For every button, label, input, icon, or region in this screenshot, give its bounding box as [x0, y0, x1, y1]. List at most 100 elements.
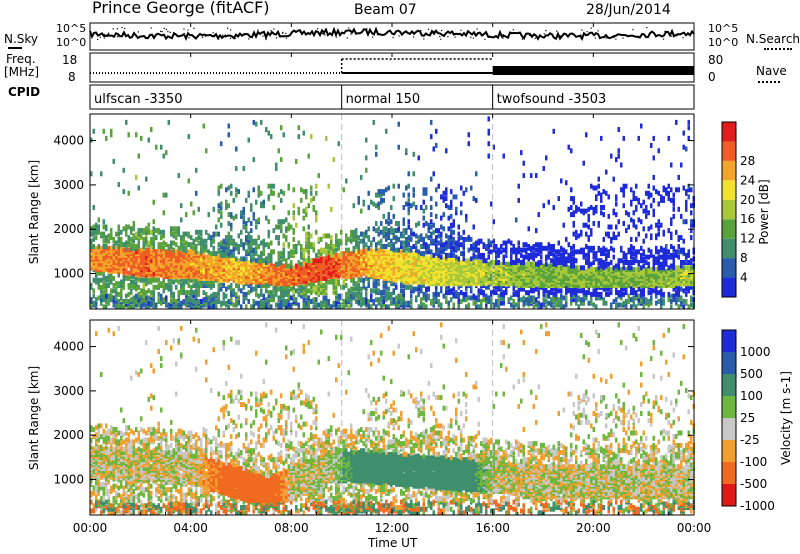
power-cell	[197, 268, 200, 274]
power-cell	[477, 260, 480, 265]
power-cell	[427, 249, 430, 255]
power-cell	[362, 231, 365, 237]
power-cell	[220, 300, 223, 306]
power-cell	[175, 229, 178, 235]
power-cell	[452, 240, 455, 246]
power-cell	[502, 265, 505, 271]
power-cell	[525, 261, 528, 267]
power-cell	[287, 226, 290, 232]
power-cell	[305, 261, 308, 267]
power-cell	[185, 267, 188, 273]
power-cell	[562, 251, 565, 257]
power-cell	[382, 283, 385, 288]
power-cell	[215, 304, 218, 310]
power-cell	[415, 251, 418, 257]
power-cell	[177, 268, 180, 274]
power-cell	[145, 226, 148, 232]
power-cell	[310, 190, 313, 196]
power-cell	[205, 300, 208, 306]
power-cell	[225, 205, 228, 210]
power-cell	[315, 284, 318, 290]
power-cell	[280, 157, 283, 163]
power-cell	[235, 146, 238, 152]
nsearch-dot	[578, 35, 580, 37]
power-cell	[255, 224, 258, 230]
power-cell	[257, 268, 260, 274]
power-cell	[395, 268, 398, 274]
nsearch-dot	[273, 28, 275, 30]
power-cell	[235, 242, 238, 248]
power-cell	[410, 272, 413, 278]
power-cell	[227, 274, 230, 280]
power-cell	[370, 240, 373, 246]
power-cell	[525, 297, 528, 303]
power-cell	[482, 270, 485, 276]
power-cell	[362, 244, 365, 249]
power-cell	[497, 260, 500, 265]
power-cell	[390, 229, 393, 235]
power-cell	[415, 205, 418, 210]
power-cell	[180, 238, 183, 244]
power-cell	[305, 206, 308, 212]
power-cell	[102, 293, 105, 299]
power-cell	[417, 291, 420, 297]
nsearch-dot	[224, 34, 226, 36]
power-cell	[402, 192, 405, 198]
power-cell	[390, 244, 393, 249]
power-cell	[462, 295, 465, 301]
power-cell	[402, 288, 405, 294]
power-cell	[540, 242, 543, 248]
power-cell	[295, 249, 298, 255]
power-cell	[122, 277, 125, 283]
power-cell	[152, 290, 155, 296]
power-cell	[502, 240, 505, 246]
power-cell	[145, 247, 148, 253]
power-cell	[247, 268, 250, 274]
power-cell	[352, 291, 355, 297]
power-cell	[332, 284, 335, 290]
power-cell	[337, 252, 340, 258]
power-cell	[317, 279, 320, 285]
power-cell	[127, 190, 130, 196]
power-cell	[475, 295, 478, 301]
power-cell	[475, 244, 478, 249]
power-cell	[485, 258, 488, 264]
power-cell	[245, 235, 248, 241]
power-cell	[160, 229, 163, 235]
power-cell	[377, 205, 380, 210]
power-cell	[102, 290, 105, 296]
power-cell	[102, 219, 105, 225]
power-cell	[440, 224, 443, 230]
power-cell	[510, 247, 513, 253]
power-cell	[447, 226, 450, 232]
power-cell	[557, 249, 560, 255]
power-cell	[387, 215, 390, 221]
power-cell	[102, 297, 105, 303]
power-cell	[330, 251, 333, 257]
power-cell	[370, 293, 373, 299]
power-cell	[402, 295, 405, 301]
nsearch-dot	[454, 36, 456, 38]
power-cell	[227, 231, 230, 237]
nsearch-dot	[567, 35, 569, 37]
power-cell	[450, 233, 453, 239]
power-cell	[300, 288, 303, 294]
power-cell	[450, 261, 453, 267]
power-cell	[327, 299, 330, 304]
power-cell	[427, 228, 430, 234]
power-cell	[562, 222, 565, 228]
power-cell	[290, 224, 293, 230]
power-cell	[105, 304, 108, 310]
power-cell	[535, 242, 538, 248]
power-cell	[110, 274, 113, 280]
power-cell	[495, 284, 498, 290]
power-cell	[362, 281, 365, 287]
power-cell	[557, 288, 560, 294]
power-cell	[350, 251, 353, 257]
power-cell	[252, 260, 255, 265]
power-cell	[112, 158, 115, 164]
power-cell	[282, 293, 285, 299]
power-cell	[120, 288, 123, 294]
power-cell	[377, 297, 380, 303]
power-cell	[245, 295, 248, 301]
